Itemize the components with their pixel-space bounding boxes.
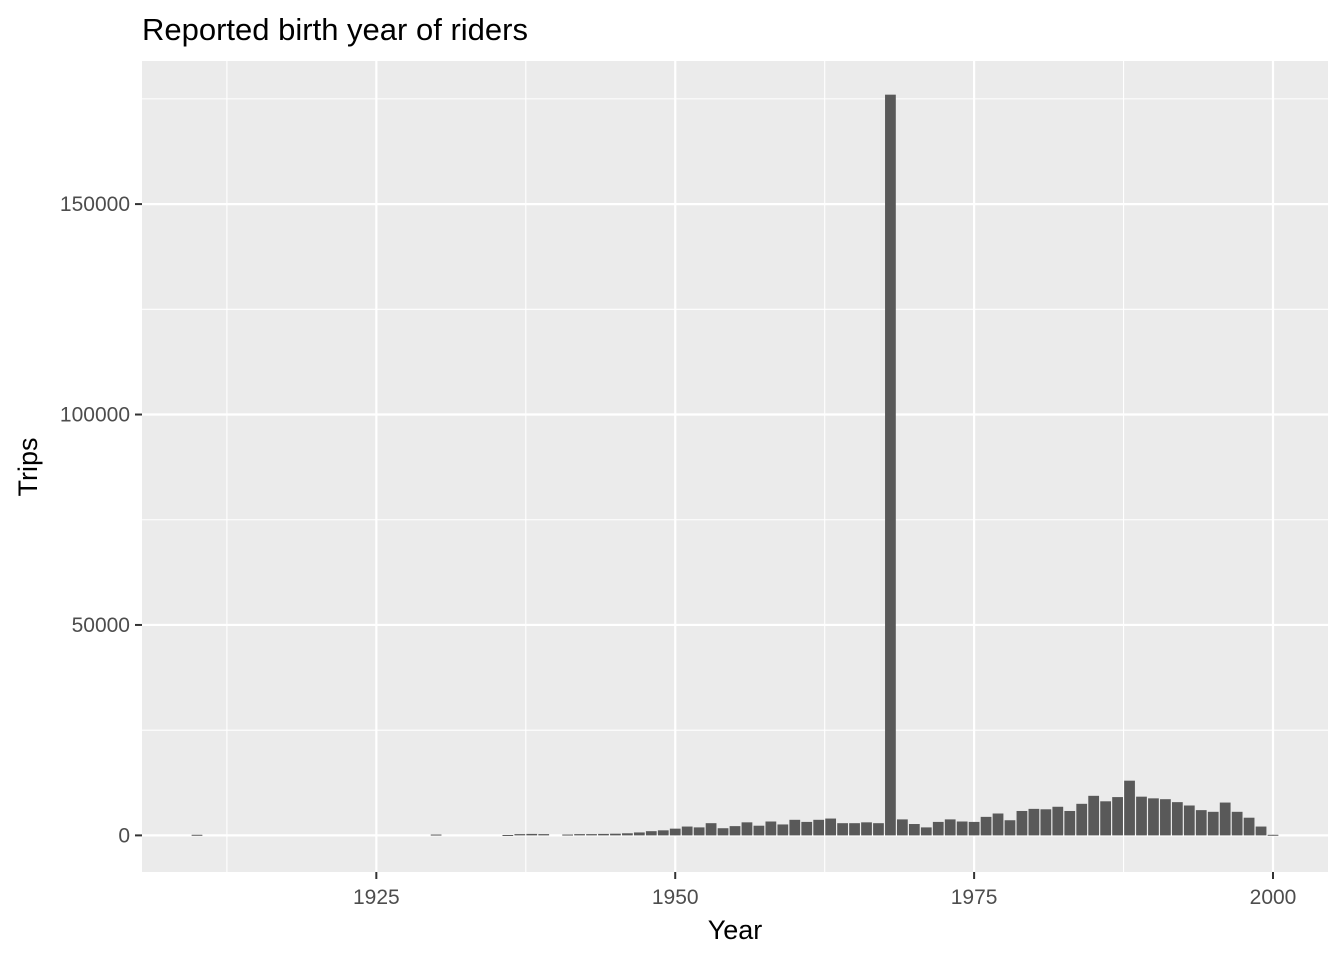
bar — [825, 818, 837, 836]
x-tick-label: 1925 — [353, 886, 400, 909]
bar — [849, 823, 860, 836]
bar — [837, 823, 848, 836]
x-tick-label: 1950 — [652, 886, 699, 909]
bar — [681, 826, 693, 836]
bar — [801, 821, 813, 836]
bar — [1016, 810, 1028, 836]
bar — [789, 819, 801, 836]
bar — [1160, 799, 1171, 836]
bar — [1195, 810, 1207, 836]
bar — [645, 831, 657, 836]
bar — [1052, 806, 1064, 836]
x-axis-title: Year — [708, 915, 763, 945]
bar — [1183, 805, 1195, 836]
bar — [944, 819, 956, 836]
bar — [896, 819, 908, 836]
x-axis: 1925 1950 1975 2000 — [353, 872, 1296, 909]
bar — [502, 834, 514, 836]
bar — [1171, 802, 1183, 836]
bar — [1004, 820, 1016, 836]
y-tick-label: 100000 — [60, 404, 130, 427]
bar — [1243, 817, 1255, 836]
bar — [741, 822, 753, 836]
bars — [191, 94, 1279, 836]
bar — [908, 824, 920, 836]
bar — [920, 827, 932, 836]
bar — [956, 821, 968, 836]
bar — [1124, 780, 1135, 836]
bar — [1112, 797, 1123, 836]
x-tick-label: 1975 — [951, 886, 998, 909]
bar — [1100, 801, 1112, 836]
bar — [1076, 803, 1088, 836]
bar — [873, 823, 884, 836]
bar — [191, 834, 203, 836]
bar — [813, 819, 825, 836]
bar — [622, 833, 633, 836]
bar — [705, 823, 717, 836]
bar — [777, 824, 789, 836]
bar — [1207, 811, 1219, 836]
bar — [968, 821, 980, 836]
bar — [1028, 808, 1040, 836]
bar — [657, 830, 669, 836]
bar — [538, 834, 550, 836]
bar — [526, 833, 538, 836]
bar — [693, 827, 705, 836]
y-axis-title: Trips — [13, 438, 43, 497]
y-tick-label: 50000 — [72, 614, 130, 637]
y-tick-label: 0 — [118, 824, 130, 847]
plot-panel — [142, 61, 1328, 872]
bar — [1148, 798, 1159, 836]
x-tick-label: 2000 — [1250, 886, 1297, 909]
bar — [514, 834, 526, 836]
bar — [610, 833, 621, 836]
chart-title: Reported birth year of riders — [142, 12, 528, 47]
bar — [1136, 796, 1147, 836]
bar — [729, 826, 741, 836]
bar — [753, 825, 765, 836]
bar — [885, 94, 896, 836]
bar — [598, 833, 609, 836]
bar — [980, 816, 992, 836]
bar — [717, 828, 729, 836]
bar — [932, 821, 944, 836]
bar — [633, 832, 645, 836]
y-tick-label: 150000 — [60, 193, 130, 216]
bar — [1231, 811, 1243, 836]
grid-minor — [142, 61, 1328, 872]
bar — [765, 821, 777, 836]
bar — [1088, 795, 1100, 836]
bar — [1219, 802, 1231, 836]
bar — [430, 834, 442, 836]
y-axis: 0 50000 100000 150000 — [60, 193, 142, 847]
bar — [992, 813, 1004, 836]
bar — [586, 834, 597, 836]
bar — [1267, 834, 1279, 836]
bar — [562, 834, 574, 836]
bar — [1255, 826, 1267, 836]
bar — [669, 828, 681, 836]
bar — [1064, 810, 1076, 836]
bar — [1040, 809, 1052, 836]
bar — [861, 822, 872, 836]
bar — [574, 834, 585, 836]
